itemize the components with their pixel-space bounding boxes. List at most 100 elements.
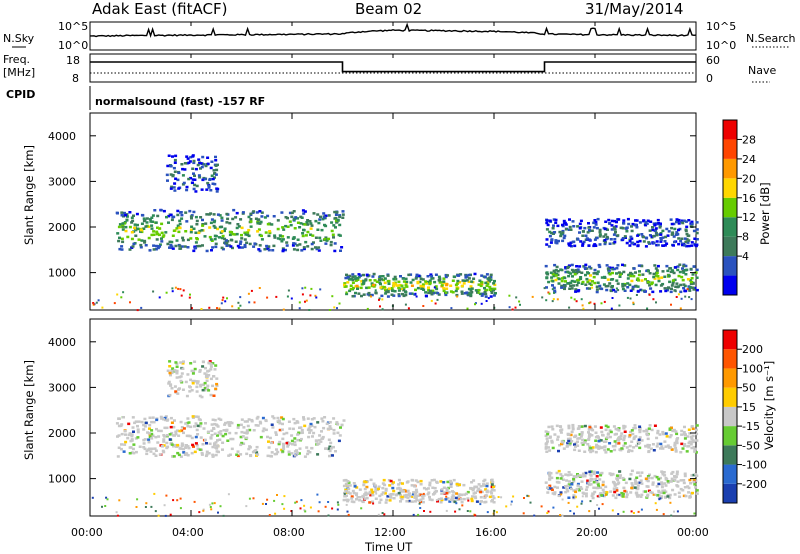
velocity-colorbar-tick-label: -50 — [742, 439, 760, 452]
power-cell — [396, 284, 399, 287]
power-cell — [186, 246, 190, 249]
velocity-cell — [688, 432, 692, 435]
power-cell — [618, 304, 621, 307]
power-cell — [663, 287, 667, 290]
velocity-cell — [174, 370, 178, 374]
power-cell — [681, 267, 684, 270]
power-cell — [626, 286, 630, 289]
velocity-cell — [215, 423, 219, 426]
velocity-cell — [252, 497, 255, 500]
power-cell — [214, 242, 218, 246]
power-cell — [455, 287, 459, 290]
velocity-cell — [213, 432, 217, 435]
power-cell — [640, 279, 644, 282]
power-cell — [647, 269, 650, 273]
power-cell — [230, 239, 234, 242]
power-cell — [117, 239, 121, 243]
power-cell — [181, 174, 185, 177]
velocity-cell — [169, 513, 172, 516]
power-cell — [478, 292, 482, 296]
velocity-cell — [662, 491, 666, 495]
velocity-cell — [619, 437, 623, 441]
power-cell — [467, 280, 471, 283]
velocity-cell — [618, 470, 622, 473]
power-cell — [156, 226, 159, 229]
velocity-cell — [431, 486, 435, 489]
power-cell — [139, 246, 143, 249]
velocity-cell — [344, 479, 348, 482]
velocity-cell — [442, 481, 446, 484]
power-cell — [290, 297, 293, 300]
velocity-cell — [221, 448, 224, 451]
velocity-cell — [373, 490, 377, 493]
velocity-cell — [383, 492, 387, 495]
velocity-cell — [412, 513, 415, 516]
power-cell — [176, 224, 180, 227]
velocity-cell — [384, 489, 388, 492]
velocity-cell — [282, 445, 286, 448]
velocity-cell — [581, 500, 584, 503]
velocity-cell — [344, 482, 348, 486]
velocity-cell — [585, 485, 589, 489]
power-cell — [284, 248, 287, 252]
power-cell — [190, 307, 193, 310]
velocity-cell — [553, 485, 557, 489]
power-cell — [612, 288, 616, 292]
velocity-cell — [567, 501, 570, 504]
velocity-cell — [105, 496, 108, 499]
velocity-cell — [449, 479, 452, 483]
velocity-colorbar-tick-label: -200 — [742, 478, 767, 491]
power-cell — [469, 294, 473, 298]
power-cell — [155, 244, 158, 248]
power-heatmap — [92, 154, 699, 312]
power-cell — [130, 231, 134, 234]
power-cell — [571, 220, 575, 223]
power-cell — [683, 289, 687, 293]
velocity-cell — [614, 427, 618, 431]
power-cell — [223, 237, 227, 241]
velocity-cell — [273, 499, 276, 502]
power-colorbar-swatch — [723, 139, 737, 159]
power-cell — [392, 277, 396, 281]
velocity-cell — [445, 509, 448, 512]
velocity-cell — [655, 485, 659, 488]
power-cell — [222, 296, 225, 299]
velocity-cell — [214, 387, 218, 391]
velocity-cell — [596, 504, 599, 506]
velocity-cell — [691, 491, 694, 495]
velocity-cell — [581, 495, 584, 498]
power-cell — [397, 289, 401, 292]
power-cell — [238, 242, 242, 246]
power-cell — [442, 277, 446, 280]
power-cell — [603, 276, 607, 279]
velocity-cell — [433, 486, 437, 490]
power-cell — [685, 238, 689, 241]
velocity-cell — [182, 431, 185, 435]
power-cell — [132, 214, 135, 217]
velocity-cell — [185, 444, 188, 447]
power-cell — [655, 269, 659, 272]
velocity-cell — [640, 471, 644, 474]
velocity-cell — [207, 361, 211, 365]
velocity-cell — [401, 482, 404, 485]
velocity-cell — [590, 494, 594, 498]
power-cell — [379, 282, 382, 286]
cpid-label: CPID — [6, 88, 35, 101]
velocity-cell — [458, 493, 462, 496]
power-cell — [593, 238, 597, 241]
velocity-cell — [663, 474, 667, 477]
power-cell — [583, 226, 587, 230]
velocity-cell — [646, 495, 649, 498]
velocity-cell — [661, 473, 665, 476]
power-cell — [407, 307, 410, 310]
power-cell — [555, 272, 559, 276]
power-cell — [143, 241, 147, 244]
velocity-cell — [336, 508, 339, 511]
velocity-cell — [473, 485, 477, 489]
power-cell — [223, 227, 227, 230]
velocity-cell — [693, 483, 697, 486]
velocity-cell — [156, 441, 160, 444]
velocity-cell — [559, 477, 563, 480]
power-cell — [142, 227, 146, 230]
power-cell — [360, 294, 363, 298]
